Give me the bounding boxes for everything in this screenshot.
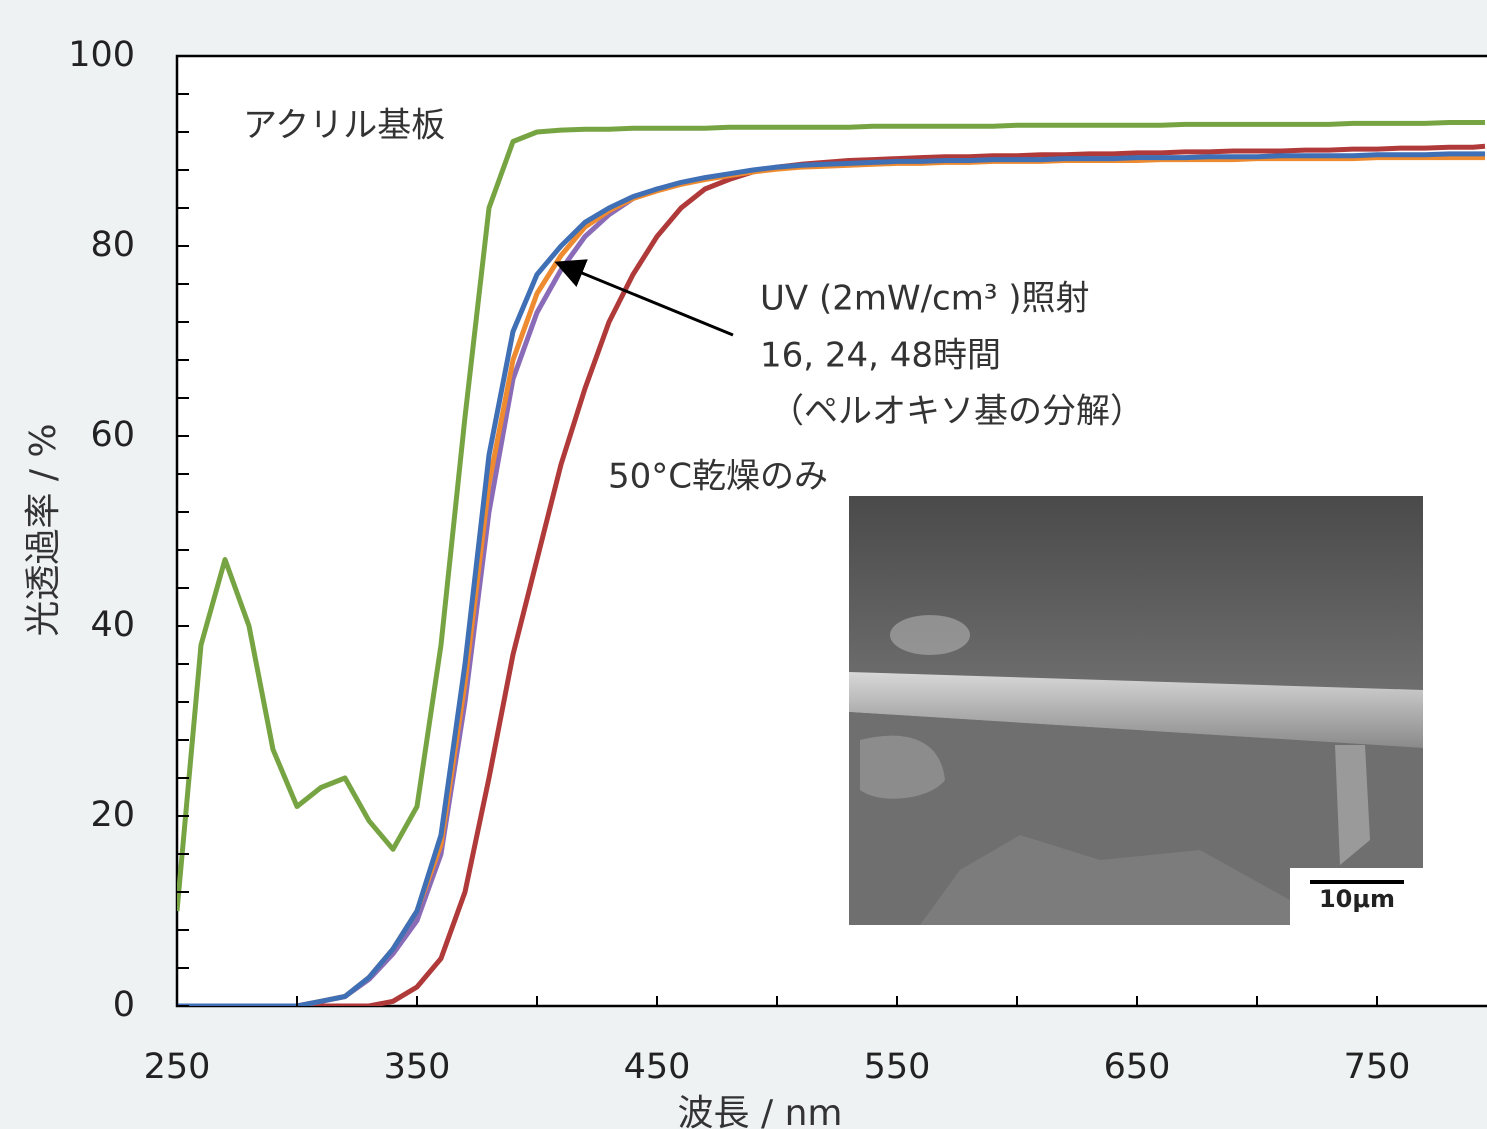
x-axis-label: 波長 / nm	[678, 1093, 843, 1129]
y-tick-label: 80	[90, 225, 135, 265]
x-tick-label: 450	[624, 1047, 691, 1087]
y-tick-label: 60	[90, 415, 135, 455]
x-tick-label: 650	[1104, 1047, 1171, 1087]
chart: アクリル基板 UV (2mW/cm³ )照射 16, 24, 48時間 （ペルオ…	[0, 0, 1487, 1129]
annotation: UV (2mW/cm³ )照射	[760, 279, 1090, 319]
x-tick-label: 350	[384, 1047, 451, 1087]
annotation: アクリル基板	[243, 106, 445, 146]
sem-inset: 10μm	[849, 496, 1423, 925]
y-tick-label: 100	[68, 35, 135, 75]
annotation: （ペルオキソ基の分解）	[770, 392, 1144, 432]
x-tick-label: 550	[864, 1047, 931, 1087]
y-tick-label: 40	[90, 605, 135, 645]
x-tick-label: 750	[1344, 1047, 1411, 1087]
scale-label: 10μm	[1319, 885, 1395, 913]
y-axis-label: 光透過率 / %	[23, 423, 64, 636]
y-tick-label: 0	[113, 985, 135, 1025]
x-tick-label: 250	[144, 1047, 211, 1087]
y-tick-label: 20	[90, 795, 135, 835]
annotation: 50°C乾燥のみ	[608, 457, 828, 497]
annotation: 16, 24, 48時間	[760, 336, 1001, 376]
